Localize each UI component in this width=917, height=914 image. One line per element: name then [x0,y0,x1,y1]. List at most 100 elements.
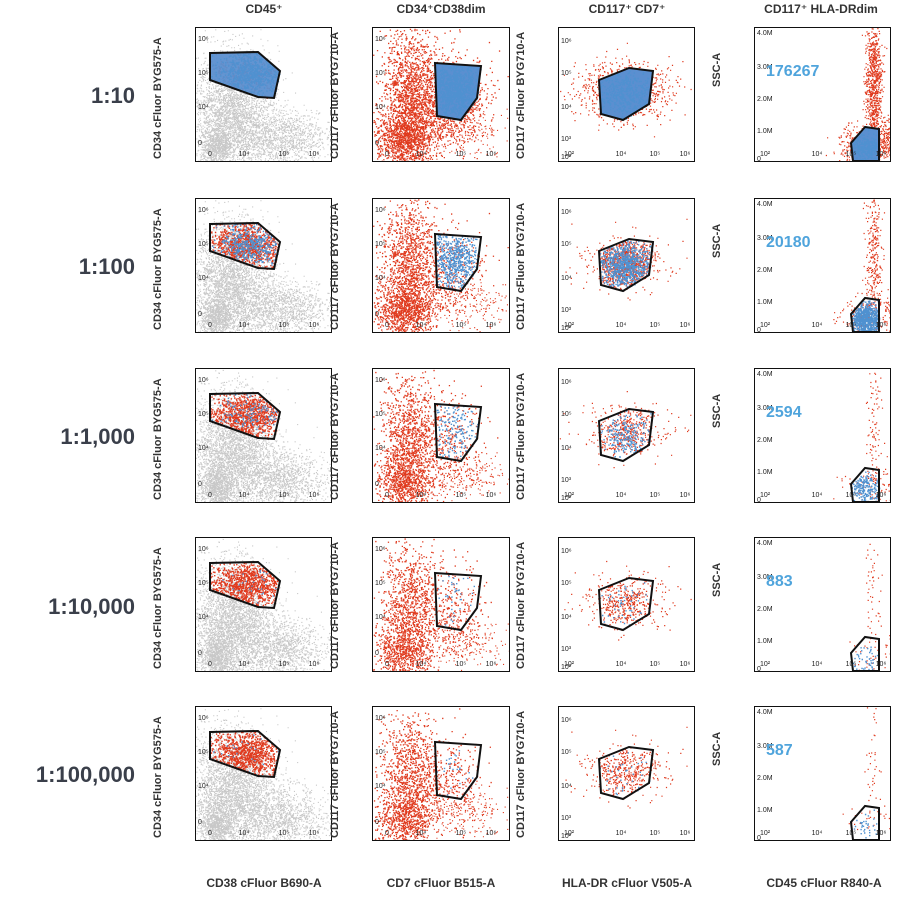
y-axis-title: CD117 cFluor BYG710-A [329,710,341,838]
plot-panel: 10² 10⁴ 10⁵ 10⁶ 4.0M 3.0M 2.0M 1.0M 0 [754,368,891,503]
plot-content [833,372,890,502]
x-tick-label: 10⁴ [615,830,627,837]
plot-panel: 0 10⁴ 10⁵ 10⁶ 10⁶ 10⁵ 10⁴ 0 [195,27,332,162]
event-dots [196,791,246,840]
x-tick-label: 10⁵ [649,830,661,837]
y-tick-label: 10² [561,833,572,840]
scatter-plot [373,538,509,671]
x-tick-label: 10⁵ [845,151,857,158]
x-tick-label: 10⁴ [811,830,823,837]
x-tick-label: 10⁵ [649,151,661,158]
x-tick-label: 10⁶ [485,151,497,158]
y-axis-title: CD117 cFluor BYG710-A [329,372,341,500]
y-tick-label: 10⁴ [561,104,572,111]
plot-content [196,369,331,502]
x-tick-label: 10⁶ [875,151,887,158]
y-tick-label: 10⁶ [561,717,572,724]
y-tick-label: 10⁶ [198,546,209,553]
gate-outline [209,221,282,271]
event-dots [865,543,883,670]
x-tick-label: 10⁵ [455,322,467,329]
scatter-plot [373,708,509,840]
plot-content [196,538,331,671]
x-tick-label: 10² [759,661,771,668]
plot-panel: 0 10⁴ 10⁵ 10⁶ 10⁶ 10⁵ 10⁴ 0 [372,706,510,841]
x-axis-title: CD7 cFluor B515-A [386,876,496,890]
gate-outline [597,745,655,801]
y-tick-label: 0 [757,835,761,841]
gated-event-dots [436,234,481,291]
x-tick-label: 10⁴ [811,492,823,499]
y-tick-label: 1.0M [757,469,773,476]
y-tick-label: 10⁵ [198,580,209,587]
x-tick-label: 10⁶ [308,661,320,668]
x-tick-label: 10² [759,151,771,158]
gated-event-dots [603,578,652,628]
y-tick-label: 10³ [561,477,572,484]
plot-content [559,391,692,469]
y-tick-label: 10⁴ [375,783,386,790]
x-tick-label: 10⁶ [679,151,691,158]
x-tick-label: 10⁶ [308,322,320,329]
gate-outline [849,804,880,840]
plot-panel: 10² 10⁴ 10⁵ 10⁶ 10⁶ 10⁵ 10⁴ 10³ 10² [558,27,695,162]
y-axis-title: SSC-A [711,731,723,766]
y-tick-label: 10⁵ [198,70,209,77]
gate-outline [849,296,880,332]
x-tick-label: 10⁶ [679,492,691,499]
y-tick-label: 10⁶ [375,715,386,722]
gate-outline [433,232,483,293]
x-tick-label: 10⁵ [649,322,661,329]
scatter-plot [564,560,692,641]
gated-event-dots [211,394,278,434]
y-axis-title: CD117 cFluor BYG710-A [515,372,527,500]
x-tick-label: 10⁶ [485,661,497,668]
plot-content [196,29,331,161]
gate-outline [209,729,282,779]
plot-panel: 10² 10⁴ 10⁵ 10⁶ 4.0M 3.0M 2.0M 1.0M 0 [754,27,891,162]
plot-panel: 10² 10⁴ 10⁵ 10⁶ 10⁶ 10⁵ 10⁴ 10³ 10² [558,198,695,333]
y-tick-label: 1.0M [757,299,773,306]
y-tick-label: 0 [375,481,379,488]
scatter-plot [565,726,688,809]
x-tick-label: 10⁵ [455,151,467,158]
x-axis-title: HLA-DR cFluor V505-A [561,876,692,890]
x-tick-label: 10⁶ [875,492,887,499]
x-tick-label: 10⁵ [845,492,857,499]
gated-event-dots [436,405,479,459]
y-tick-label: 10⁶ [561,38,572,45]
y-axis-title: SSC-A [711,562,723,597]
gated-event-dots [211,223,279,266]
y-axis-title: CD34 cFluor BYG575-A [152,716,164,838]
y-tick-label: 1.0M [757,807,773,814]
event-dots [861,28,888,161]
x-tick-label: 0 [208,322,212,329]
x-tick-label: 10⁵ [845,830,857,837]
event-dots [373,776,451,840]
event-dots [220,767,331,840]
x-tick-label: 10⁴ [415,661,427,668]
y-tick-label: 10³ [561,136,572,143]
row-label: 1:10 [90,83,135,108]
plot-content [825,28,890,161]
x-tick-label: 10⁴ [238,661,250,668]
x-tick-label: 10⁴ [415,830,427,837]
x-tick-label: 10⁵ [278,322,290,329]
x-tick-label: 10⁵ [278,151,290,158]
y-tick-label: 3.0M [757,235,773,242]
scatter-plot [196,538,331,671]
y-axis-title: SSC-A [711,223,723,258]
x-tick-label: 10⁵ [649,492,661,499]
gate-outline [849,125,880,161]
event-dots [373,28,461,161]
scatter-plot [833,372,890,502]
y-tick-label: 3.0M [757,574,773,581]
y-tick-label: 2.0M [757,267,773,274]
scatter-plot [833,199,890,332]
gated-event-dots [210,731,280,778]
y-tick-label: 10⁵ [198,749,209,756]
y-tick-label: 10⁴ [198,104,209,111]
y-tick-label: 10⁶ [198,36,209,43]
row-label: 1:1,000 [60,424,135,449]
plot-content [373,708,509,840]
